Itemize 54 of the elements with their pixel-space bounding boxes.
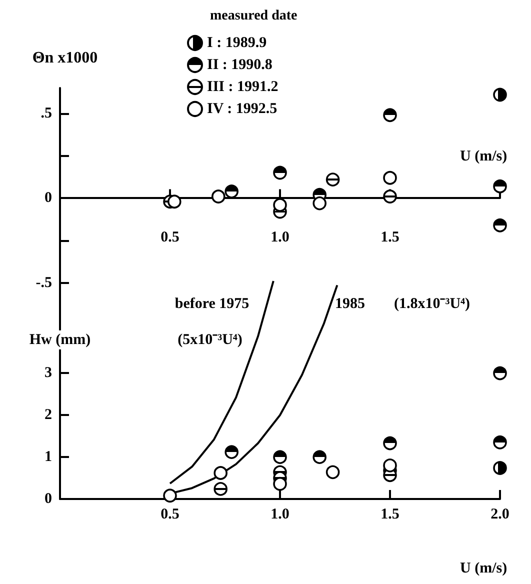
y-axis-title: Hw (mm) <box>29 332 91 348</box>
point <box>273 198 287 212</box>
point <box>493 88 507 102</box>
annotation: before 1975 <box>174 296 250 312</box>
legend-label: III : 1991.2 <box>207 79 278 95</box>
y-tick-label: 0 <box>44 190 52 206</box>
legend-label: II : 1990.8 <box>207 57 272 73</box>
x-tick-label: 1.5 <box>380 230 400 246</box>
x-tick-label: 1.5 <box>380 506 400 522</box>
point <box>383 108 397 122</box>
x-tick-label: 0.5 <box>160 506 180 522</box>
x-tick-label: 1.0 <box>270 506 290 522</box>
x-tick-label: 0.5 <box>160 230 180 246</box>
annotation: (5x10⁻³U⁴) <box>178 332 242 348</box>
y-tick-label: .5 <box>40 105 52 122</box>
point <box>163 488 177 503</box>
y-tick-label: 3 <box>44 365 52 382</box>
x-tick-label: 1.0 <box>270 230 290 246</box>
point <box>214 466 228 480</box>
point <box>224 445 238 459</box>
point <box>493 436 507 450</box>
legend-title: measured date <box>210 8 298 24</box>
y-axis-title: Θn x1000 <box>32 50 98 66</box>
point <box>273 477 287 491</box>
point <box>493 366 507 380</box>
point <box>312 450 326 464</box>
annotation: (1.8x10⁻³U⁴) <box>394 296 470 312</box>
point <box>212 190 226 204</box>
point <box>273 450 287 464</box>
legend-label: I : 1989.9 <box>207 35 267 51</box>
point <box>383 458 397 472</box>
x-axis-title: U (m/s) <box>460 148 508 165</box>
legend-label: IV : 1992.5 <box>207 101 278 117</box>
point <box>168 194 182 209</box>
x-tick-label: 2.0 <box>490 506 510 522</box>
point <box>383 190 397 204</box>
point <box>273 166 287 180</box>
point <box>326 465 340 480</box>
point <box>383 436 397 450</box>
point <box>493 179 507 194</box>
y-tick-label: 0 <box>44 491 52 507</box>
y-tick-label: -.5 <box>36 275 52 291</box>
point <box>326 172 340 186</box>
point <box>383 170 397 185</box>
x-axis-title: U (m/s) <box>460 560 508 576</box>
point <box>312 196 326 210</box>
line-series <box>169 280 274 484</box>
point <box>214 482 228 496</box>
point <box>224 184 238 198</box>
point <box>493 218 507 232</box>
annotation: 1985 <box>335 296 365 312</box>
y-tick-label: 2 <box>44 407 52 424</box>
y-tick-label: 1 <box>44 449 52 466</box>
point <box>493 461 507 475</box>
